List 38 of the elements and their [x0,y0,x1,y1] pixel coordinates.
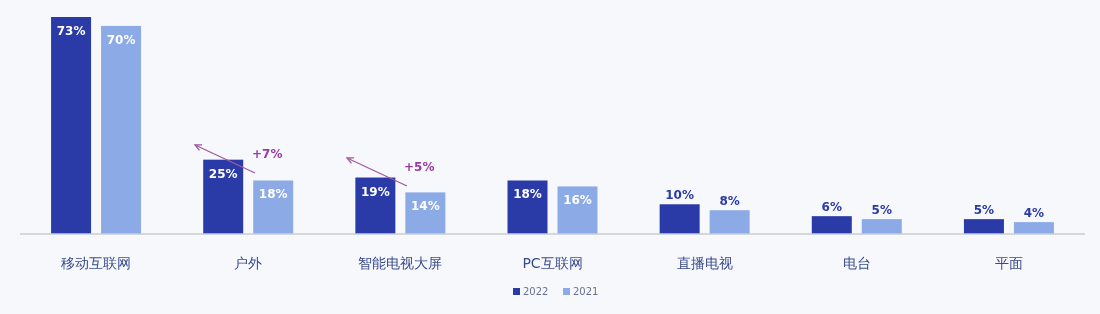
legend-label: 2022 [523,286,549,297]
bar [253,180,294,234]
data-label: 18% [513,187,542,202]
bar [709,210,750,234]
x-tick-label: 智能电视大屏 [358,255,443,271]
data-label: 5% [871,203,892,218]
bar [659,204,700,234]
annotation: +7% [252,147,283,161]
bar [963,219,1004,234]
data-label: 10% [665,188,695,203]
bar [507,180,548,234]
data-label: 8% [719,194,740,209]
data-label: 25% [208,166,238,181]
data-label: 5% [973,203,995,218]
x-tick-label: 直播电视 [676,255,733,271]
bar [355,177,396,234]
x-tick-label: 移动互联网 [61,255,132,271]
bar [51,17,92,234]
data-label: 14% [410,199,440,214]
data-label: 70% [106,32,136,47]
data-label: 18% [258,187,288,202]
x-tick-label: 平面 [994,255,1023,271]
data-label: 6% [821,200,842,215]
bar [811,216,852,234]
x-tick-label: 电台 [842,255,871,271]
bar [101,25,142,234]
bar [1013,222,1054,234]
data-label: 4% [1023,206,1045,221]
x-tick-label: PC互联网 [522,255,583,271]
x-tick-label: 户外 [234,255,263,271]
annotation: +5% [404,160,435,174]
data-label: 19% [360,184,390,199]
bar [557,186,598,234]
data-label: 73% [56,24,86,38]
bar [861,219,902,234]
data-label: 16% [563,193,592,208]
bar [203,159,244,234]
legend-label: 2021 [573,286,599,297]
